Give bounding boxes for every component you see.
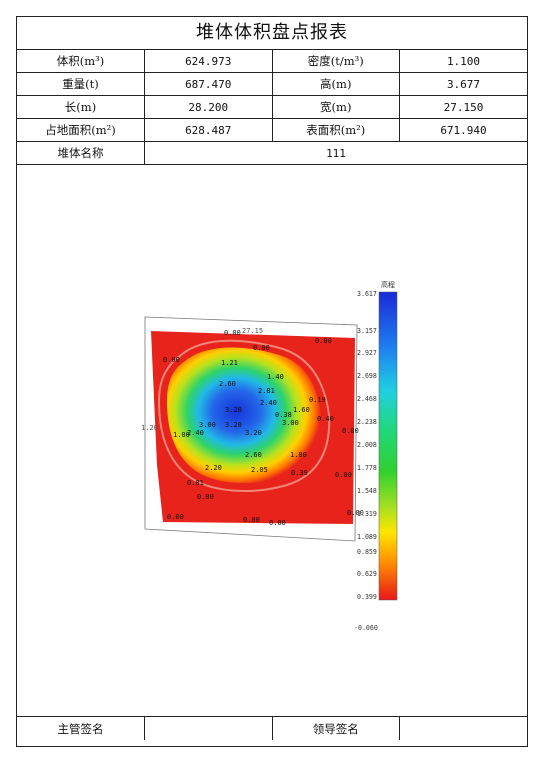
density-value: 1.100 — [399, 50, 527, 73]
area-label: 占地面积(m²) — [17, 118, 145, 142]
surface-label: 表面积(m²) — [271, 118, 400, 142]
table-row: 堆体名称 111 — [17, 141, 527, 165]
contour-label: 2.60 — [245, 451, 262, 459]
legend-tick: 3.157 — [357, 327, 377, 335]
length-value: 28.200 — [144, 95, 273, 119]
contour-labels: 0.00 0.00 0.00 0.00 1.21 1.40 2.60 2.81 … — [163, 329, 364, 527]
contour-label: 0.00 — [167, 513, 184, 521]
legend-tick: 2.238 — [357, 418, 377, 426]
legend-ticks: 3.617 3.157 2.927 2.698 2.468 2.238 2.00… — [354, 290, 378, 632]
leader-signature-label: 领导签名 — [271, 717, 400, 740]
contour-label: 0.00 — [253, 344, 270, 352]
contour-label: 2.81 — [258, 387, 275, 395]
pile-rim — [157, 339, 331, 492]
contour-label: 1.60 — [293, 406, 310, 414]
volume-label: 体积(m³) — [17, 50, 145, 73]
contour-label: 0.00 — [315, 337, 332, 345]
width-label: 宽(m) — [271, 95, 400, 119]
left-dimension-label: 1.20 — [141, 424, 158, 432]
elevation-figure: 27.15 1.20 0.00 0.00 0.00 0.00 1.21 1.40… — [17, 165, 527, 717]
contour-label: 0.00 — [269, 519, 286, 527]
weight-label: 重量(t) — [17, 72, 145, 96]
area-value: 628.487 — [144, 118, 273, 142]
info-table: 体积(m³) 624.973 密度(t/m³) 1.100 重量(t) 687.… — [17, 50, 527, 165]
legend-title: 高程 — [381, 280, 395, 289]
contour-label: 1.00 — [173, 431, 190, 439]
supervisor-signature-field[interactable] — [144, 717, 272, 740]
legend-tick: 2.927 — [357, 349, 377, 357]
contour-label: 3.20 — [245, 429, 262, 437]
legend-tick: 3.617 — [357, 290, 377, 298]
contour-label: 0.81 — [187, 479, 204, 487]
table-row: 长(m) 28.200 宽(m) 27.150 — [17, 95, 527, 119]
leader-signature-field[interactable] — [399, 717, 527, 740]
legend-tick: 1.548 — [357, 487, 377, 495]
contour-label: 1.80 — [290, 451, 307, 459]
contour-label: 0.00 — [335, 471, 352, 479]
contour-label: 2.05 — [251, 466, 268, 474]
contour-label: 1.40 — [267, 373, 284, 381]
legend-tick: 2.468 — [357, 395, 377, 403]
contour-label: 0.00 — [347, 509, 364, 517]
legend-tick: 1.778 — [357, 464, 377, 472]
contour-label: 2.60 — [219, 380, 236, 388]
contour-label: 1.21 — [221, 359, 238, 367]
legend-tick: 1.319 — [357, 510, 377, 518]
density-label: 密度(t/m³) — [271, 50, 400, 73]
survey-frame — [144, 316, 358, 542]
contour-label: 0.38 — [275, 411, 292, 419]
contour-label: 0.00 — [342, 427, 359, 435]
legend-tick: 0.859 — [357, 548, 377, 556]
contour-label: 3.00 — [282, 419, 299, 427]
contour-label: 0.40 — [317, 415, 334, 423]
legend-tick: 2.698 — [357, 372, 377, 380]
pile-name-value: 111 — [144, 141, 527, 165]
table-row: 重量(t) 687.470 高(m) 3.677 — [17, 72, 527, 96]
surface-value: 671.940 — [399, 118, 527, 142]
legend-tick: -0.060 — [354, 624, 378, 632]
contour-label: 2.20 — [205, 464, 222, 472]
contour-label: 0.00 — [197, 493, 214, 501]
contour-label: 3.20 — [225, 406, 242, 414]
legend-tick: 1.089 — [357, 533, 377, 541]
legend-tick: 0.399 — [357, 593, 377, 601]
elevation-map: 27.15 1.20 0.00 0.00 0.00 0.00 1.21 1.40… — [141, 280, 398, 632]
contour-label: 0.19 — [309, 396, 326, 404]
legend-tick: 0.629 — [357, 570, 377, 578]
contour-label: 0.00 — [163, 356, 180, 364]
contour-label: 3.20 — [225, 421, 242, 429]
legend-color-bar — [378, 291, 398, 601]
pile-name-label: 堆体名称 — [17, 141, 145, 165]
top-dimension-label: 27.15 — [242, 327, 263, 335]
contour-label: 3.00 — [199, 421, 216, 429]
report-sheet: 堆体体积盘点报表 体积(m³) 624.973 密度(t/m³) 1.100 重… — [16, 16, 528, 747]
table-row: 体积(m³) 624.973 密度(t/m³) 1.100 — [17, 50, 527, 73]
volume-value: 624.973 — [144, 50, 273, 73]
contour-label: 2.40 — [187, 429, 204, 437]
width-value: 27.150 — [399, 95, 527, 119]
contour-label: 0.00 — [224, 329, 241, 337]
pile-surface — [167, 347, 322, 484]
contour-label: 0.00 — [243, 516, 260, 524]
length-label: 长(m) — [17, 95, 145, 119]
weight-value: 687.470 — [144, 72, 273, 96]
signature-table: 主管签名 领导签名 — [17, 717, 527, 740]
supervisor-signature-label: 主管签名 — [57, 721, 104, 736]
contour-label: 0.39 — [291, 469, 308, 477]
height-label: 高(m) — [271, 72, 400, 96]
table-row: 占地面积(m²) 628.487 表面积(m²) 671.940 — [17, 118, 527, 142]
table-row: 主管签名 领导签名 — [17, 717, 527, 740]
height-value: 3.677 — [399, 72, 527, 96]
legend-tick: 2.008 — [357, 441, 377, 449]
report-title: 堆体体积盘点报表 — [17, 17, 527, 50]
contour-label: 2.40 — [260, 399, 277, 407]
